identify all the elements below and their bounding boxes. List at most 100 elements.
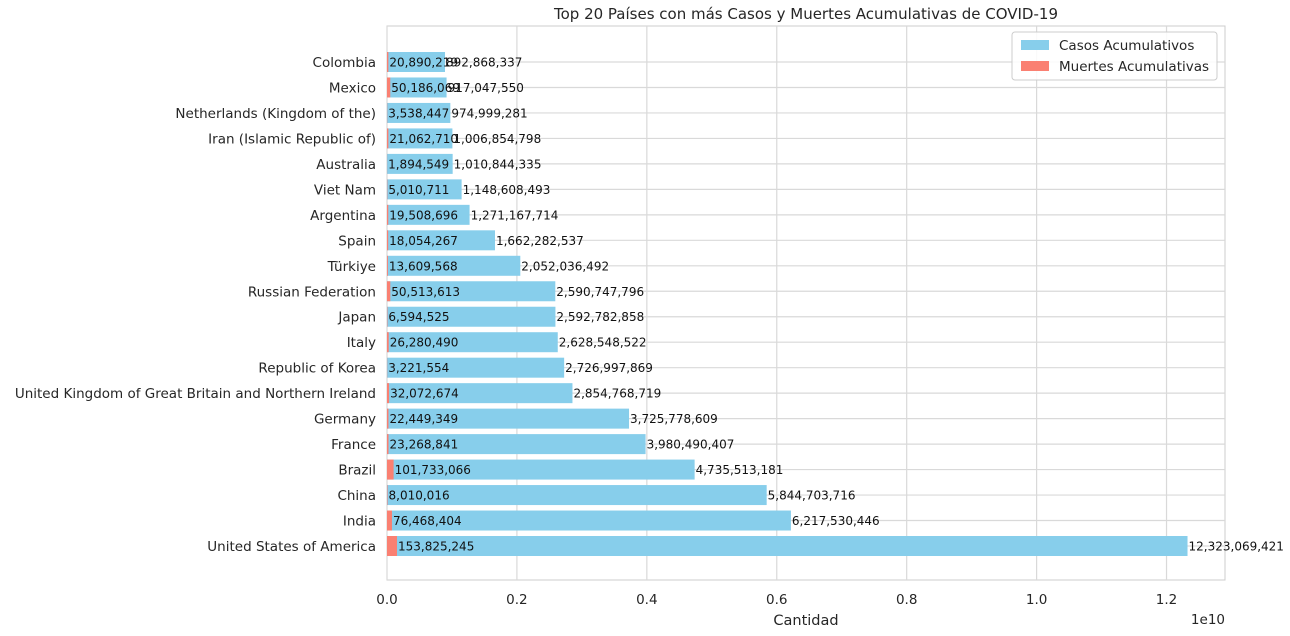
category-label-colombia: Colombia bbox=[313, 55, 376, 71]
value-label-muertes-brazil: 101,733,066 bbox=[395, 463, 471, 477]
value-label-casos-italy: 2,628,548,522 bbox=[559, 336, 647, 350]
bar-casos-acumulativos-argentina bbox=[387, 204, 470, 225]
legend-label-casos: Casos Acumulativos bbox=[1059, 38, 1194, 54]
bar-muertes-acumulativas-colombia bbox=[387, 52, 389, 72]
value-label-casos-brazil: 4,735,513,181 bbox=[696, 463, 784, 477]
bar-casos-acumulativos-japan bbox=[387, 306, 556, 327]
value-label-muertes-netherlands-kingdom-of-the: 3,538,447 bbox=[388, 106, 449, 120]
category-label-netherlands-kingdom-of-the: Netherlands (Kingdom of the) bbox=[175, 106, 376, 122]
bar-casos-acumulativos-netherlands-kingdom-of-the bbox=[387, 102, 451, 123]
bar-casos-acumulativos-colombia bbox=[387, 52, 446, 72]
category-label-iran-islamic-republic-of: Iran (Islamic Republic of) bbox=[208, 131, 376, 147]
value-label-casos-australia: 1,010,844,335 bbox=[454, 157, 542, 171]
value-label-muertes-colombia: 20,890,219 bbox=[389, 56, 458, 70]
bar-casos-acumulativos-united-states-of-america bbox=[387, 536, 1188, 556]
bar-muertes-acumulativas-united-kingdom-of-great-britain-and-northern-ireland bbox=[387, 383, 390, 404]
bar-casos-acumulativos-brazil bbox=[387, 459, 695, 480]
legend: Casos Acumulativos Muertes Acumulativas bbox=[1011, 31, 1218, 81]
value-label-casos-united-states-of-america: 12,323,069,421 bbox=[1189, 540, 1284, 554]
category-label-india: India bbox=[343, 514, 376, 530]
value-label-muertes-viet-nam: 5,010,711 bbox=[388, 183, 449, 197]
value-label-casos-united-kingdom-of-great-britain-and-northern-ireland: 2,854,768,719 bbox=[573, 387, 661, 401]
x-tick-label: 0.8 bbox=[896, 592, 917, 608]
category-label-russian-federation: Russian Federation bbox=[248, 284, 376, 300]
x-tick-label: 1.0 bbox=[1026, 592, 1047, 608]
bar-casos-acumulativos-russian-federation bbox=[387, 281, 556, 302]
legend-swatch-muertes bbox=[1021, 61, 1049, 71]
value-label-muertes-mexico: 50,186,069 bbox=[391, 81, 460, 95]
value-label-casos-germany: 3,725,778,609 bbox=[630, 412, 718, 426]
bars bbox=[387, 52, 1188, 556]
value-label-muertes-united-states-of-america: 153,825,245 bbox=[398, 540, 474, 554]
value-label-casos-spain: 1,662,282,537 bbox=[496, 234, 584, 248]
category-label-japan: Japan bbox=[337, 310, 376, 326]
bar-casos-acumulativos-iran-islamic-republic-of bbox=[387, 128, 453, 149]
bar-casos-acumulativos-india bbox=[387, 510, 791, 531]
bar-casos-acumulativos-republic-of-korea bbox=[387, 357, 565, 378]
x-offset-text: 1e10 bbox=[1191, 612, 1225, 628]
value-label-muertes-australia: 1,894,549 bbox=[388, 157, 449, 171]
category-labels: Colombia Mexico Netherlands (Kingdom of th… bbox=[15, 55, 376, 555]
x-tick-label: 0.4 bbox=[636, 592, 657, 608]
value-label-muertes-italy: 26,280,490 bbox=[390, 336, 459, 350]
value-label-casos-colombia: 892,868,337 bbox=[446, 56, 522, 70]
value-label-muertes-russian-federation: 50,513,613 bbox=[391, 285, 460, 299]
bar-muertes-acumulativas-india bbox=[387, 510, 392, 531]
legend-swatch-casos bbox=[1021, 40, 1049, 50]
value-label-muertes-china: 8,010,016 bbox=[389, 489, 450, 503]
bar-casos-acumulativos-italy bbox=[387, 332, 558, 353]
bar-casos-acumulativos-spain bbox=[387, 230, 495, 251]
value-label-casos-france: 3,980,490,407 bbox=[647, 438, 735, 452]
bar-muertes-acumulativas-spain bbox=[387, 230, 389, 251]
category-label-spain: Spain bbox=[338, 233, 376, 249]
category-label-t-rkiye: Türkiye bbox=[327, 259, 376, 275]
bar-muertes-acumulativas-germany bbox=[387, 408, 389, 429]
bar-muertes-acumulativas-argentina bbox=[387, 204, 389, 225]
bar-casos-acumulativos-united-kingdom-of-great-britain-and-northern-ireland bbox=[387, 383, 573, 404]
bar-casos-acumulativos-mexico bbox=[387, 77, 447, 98]
value-label-casos-argentina: 1,271,167,714 bbox=[471, 208, 559, 222]
value-label-casos-viet-nam: 1,148,608,493 bbox=[463, 183, 551, 197]
category-label-united-states-of-america: United States of America bbox=[207, 539, 376, 555]
bar-muertes-acumulativas-mexico bbox=[387, 77, 391, 98]
value-label-muertes-iran-islamic-republic-of: 21,062,710 bbox=[389, 132, 458, 146]
chart-title: Top 20 Países con más Casos y Muertes Ac… bbox=[553, 5, 1058, 23]
x-tick-label: 0.6 bbox=[766, 592, 787, 608]
value-label-casos-iran-islamic-republic-of: 1,006,854,798 bbox=[453, 132, 541, 146]
category-label-brazil: Brazil bbox=[338, 463, 376, 479]
value-label-casos-india: 6,217,530,446 bbox=[792, 514, 880, 528]
value-label-muertes-united-kingdom-of-great-britain-and-northern-ireland: 32,072,674 bbox=[390, 387, 459, 401]
category-label-australia: Australia bbox=[316, 157, 376, 173]
value-label-muertes-argentina: 19,508,696 bbox=[389, 208, 458, 222]
category-label-argentina: Argentina bbox=[310, 208, 376, 224]
bar-muertes-acumulativas-united-states-of-america bbox=[387, 536, 397, 556]
bar-muertes-acumulativas-t-rkiye bbox=[387, 255, 388, 276]
x-axis-label: Cantidad bbox=[773, 613, 838, 629]
x-tick-labels: 0.0 0.2 0.4 0.6 0.8 1.0 1.2 bbox=[376, 592, 1177, 608]
value-label-casos-mexico: 917,047,550 bbox=[448, 81, 524, 95]
category-label-united-kingdom-of-great-britain-and-northern-ireland: United Kingdom of Great Britain and Nort… bbox=[15, 386, 376, 402]
bar-casos-acumulativos-t-rkiye bbox=[387, 255, 521, 276]
bar-casos-acumulativos-germany bbox=[387, 408, 630, 429]
bar-casos-acumulativos-france bbox=[387, 434, 646, 455]
value-label-casos-republic-of-korea: 2,726,997,869 bbox=[565, 361, 653, 375]
x-tick-label: 1.2 bbox=[1156, 592, 1177, 608]
bar-muertes-acumulativas-brazil bbox=[387, 459, 394, 480]
bar-muertes-acumulativas-france bbox=[387, 434, 389, 455]
x-tick-label: 0.2 bbox=[506, 592, 527, 608]
category-label-italy: Italy bbox=[347, 335, 376, 351]
value-label-casos-netherlands-kingdom-of-the: 974,999,281 bbox=[451, 106, 527, 120]
value-label-muertes-germany: 22,449,349 bbox=[389, 412, 458, 426]
category-label-mexico: Mexico bbox=[329, 80, 376, 96]
value-label-muertes-japan: 6,594,525 bbox=[388, 310, 449, 324]
bar-muertes-acumulativas-iran-islamic-republic-of bbox=[387, 128, 389, 149]
category-label-china: China bbox=[337, 488, 376, 504]
bar-casos-acumulativos-australia bbox=[387, 153, 453, 174]
value-label-muertes-t-rkiye: 13,609,568 bbox=[389, 259, 458, 273]
category-label-germany: Germany bbox=[314, 412, 376, 428]
bar-casos-acumulativos-viet-nam bbox=[387, 179, 462, 200]
value-label-casos-t-rkiye: 2,052,036,492 bbox=[521, 259, 609, 273]
legend-box bbox=[1011, 31, 1218, 81]
